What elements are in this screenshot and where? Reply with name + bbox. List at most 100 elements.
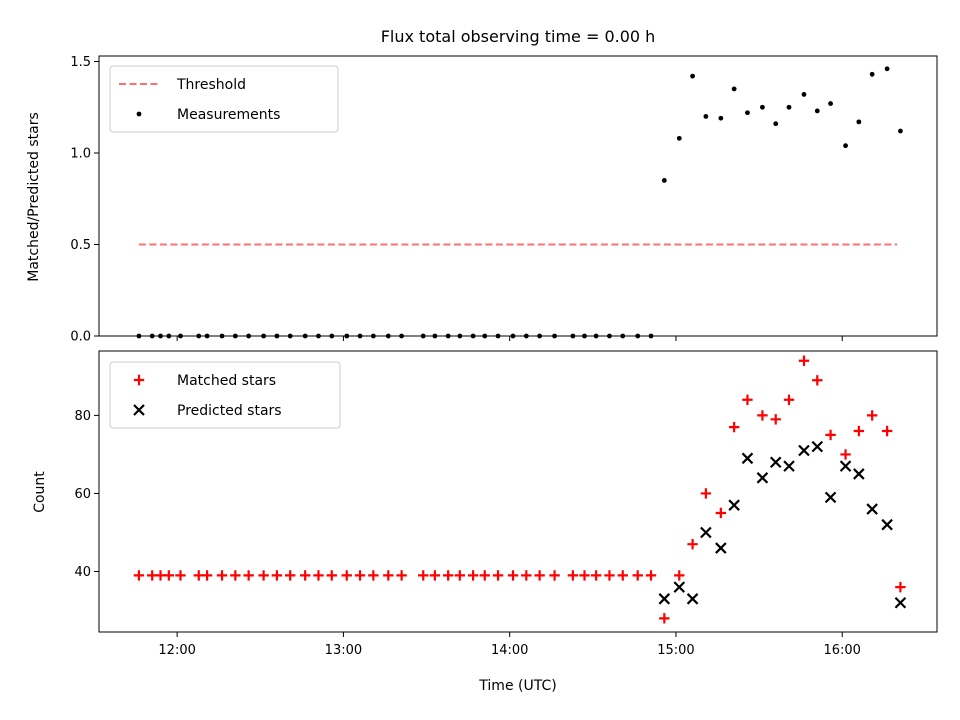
matched-stars-marker <box>840 449 851 460</box>
predicted-stars-marker <box>700 526 712 539</box>
measurements-marker <box>786 104 792 110</box>
top-y-axis-label: Matched/Predicted stars <box>26 112 42 282</box>
measurements-marker <box>898 128 903 134</box>
predicted-stars-marker <box>824 491 837 504</box>
matched-stars-marker <box>700 488 712 499</box>
predicted-stars-marker <box>811 440 824 453</box>
figure-title: Flux total observing time = 0.00 h <box>381 27 656 46</box>
matched-stars-marker <box>687 538 698 550</box>
matched-stars-marker <box>567 570 579 581</box>
matched-stars-marker <box>715 507 727 519</box>
measurements-marker <box>884 66 890 72</box>
predicted-stars-marker <box>853 468 865 480</box>
bottom-plot-frame <box>98 350 938 633</box>
matched-stars-marker <box>770 414 781 425</box>
matched-stars-marker <box>674 570 685 581</box>
measurements-marker <box>661 178 667 183</box>
measurements-marker <box>718 115 724 121</box>
predicted-stars-marker <box>783 460 795 472</box>
top-y-tick-label: 0.5 <box>70 238 91 253</box>
matched-stars-marker <box>271 570 283 581</box>
count-panel: 40 60 80 12:00 13:00 14:00 15:00 16:00 Matched s… <box>74 350 938 658</box>
matched-stars-marker <box>429 570 441 581</box>
top-y-tick-label: 0.0 <box>70 330 91 345</box>
top-y-tick-label: 1.5 <box>70 55 91 70</box>
bottom-y-tick-label: 40 <box>74 565 91 580</box>
measurements-marker <box>856 119 862 125</box>
measurements-marker <box>773 121 779 127</box>
top-plot-frame <box>98 55 938 337</box>
matched-stars-marker <box>383 570 394 581</box>
bottom-y-tick-label: 60 <box>74 487 91 502</box>
matched-stars-marker <box>728 421 740 433</box>
matched-stars-marker <box>454 570 466 581</box>
matched-stars-marker <box>285 570 296 581</box>
matched-stars-marker <box>492 570 504 581</box>
top-y-tick-label: 1.0 <box>70 146 91 161</box>
matched-stars-marker <box>757 410 768 421</box>
matched-stars-marker <box>617 570 628 581</box>
matched-stars-marker <box>866 410 878 421</box>
measurements-marker <box>869 71 875 77</box>
predicted-stars-marker <box>881 518 893 531</box>
matched-stars-marker <box>230 570 241 581</box>
measurements-marker <box>703 113 709 119</box>
matched-stars-marker <box>163 570 175 581</box>
matched-stars-marker <box>243 570 254 581</box>
predicted-stars-marker <box>866 503 878 515</box>
x-axis-label: Time (UTC) <box>478 678 556 694</box>
bottom-x-tick-label: 16:00 <box>823 643 860 658</box>
bottom-y-axis-label: Count <box>32 471 48 513</box>
matched-stars-marker <box>604 570 615 581</box>
matched-stars-marker <box>442 570 454 581</box>
matched-stars-marker <box>133 570 145 581</box>
measurements-marker <box>731 86 737 92</box>
predicted-stars-marker <box>839 460 852 472</box>
matched-stars-marker <box>479 570 490 581</box>
measurements-marker <box>745 110 750 116</box>
bottom-x-tick-label: 15:00 <box>657 643 694 658</box>
matched-stars-marker <box>783 394 795 405</box>
measurements-marker <box>676 135 682 141</box>
matched-stars-marker <box>368 570 379 581</box>
measurements-marker <box>801 92 807 97</box>
predicted-stars-marker <box>894 596 907 609</box>
bottom-legend-box <box>109 361 341 429</box>
top-legend-box <box>109 65 339 133</box>
ratio-panel: 0.0 0.5 1.0 1.5 Threshold Measurements <box>70 55 938 345</box>
measurements-marker <box>843 143 848 149</box>
predicted-stars-marker <box>686 593 699 605</box>
legend-matched-stars-swatch <box>133 374 145 386</box>
matched-stars-marker <box>201 570 213 581</box>
matched-stars-marker <box>467 570 479 581</box>
matched-stars-marker <box>645 570 657 581</box>
matched-stars-marker <box>895 581 906 593</box>
matched-stars-marker <box>659 613 670 624</box>
matched-stars-marker <box>549 570 560 581</box>
matched-stars-marker <box>881 425 893 437</box>
predicted-stars-marker <box>798 444 810 457</box>
predicted-stars-marker <box>658 593 671 605</box>
legend-threshold-label: Threshold <box>176 77 246 93</box>
bottom-x-tick-label: 12:00 <box>158 643 195 658</box>
matched-stars-marker <box>299 570 311 581</box>
matched-stars-marker <box>313 570 324 581</box>
predicted-stars-marker <box>741 452 754 465</box>
matched-stars-marker <box>590 570 602 581</box>
matched-stars-marker <box>216 570 228 581</box>
predicted-stars-marker <box>756 472 769 484</box>
measurements-marker <box>690 73 695 79</box>
legend-predicted-stars-label: Predicted stars <box>177 403 282 419</box>
matched-stars-marker <box>853 425 865 437</box>
matched-stars-marker <box>812 375 823 386</box>
legend-measurements-swatch <box>136 111 142 117</box>
measurements-marker <box>760 104 765 110</box>
bottom-x-tick-label: 14:00 <box>491 643 528 658</box>
matched-stars-marker <box>354 570 366 581</box>
matched-stars-marker <box>534 570 545 581</box>
matched-stars-marker <box>258 570 269 581</box>
predicted-stars-marker <box>673 581 686 593</box>
measurements-marker <box>814 108 820 114</box>
matched-stars-marker <box>579 570 590 581</box>
